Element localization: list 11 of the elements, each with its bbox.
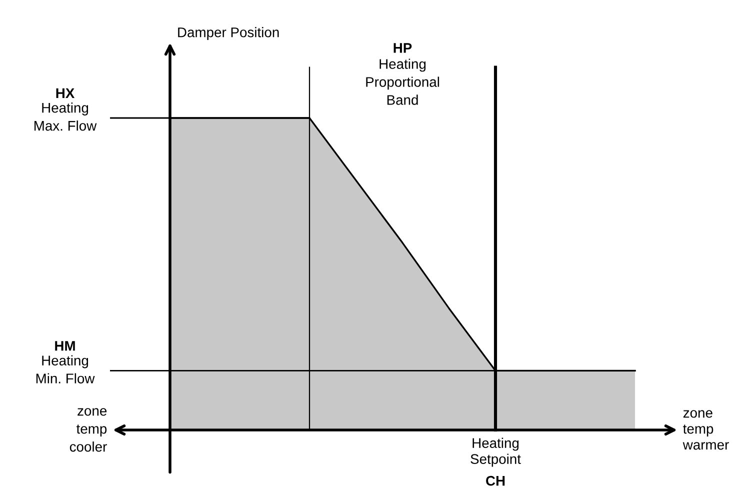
- text: HX: [56, 88, 75, 98]
- text: HP: [394, 43, 412, 53]
- text: Heating Setpoint: [470, 438, 521, 467]
- text: CH: [486, 476, 505, 486]
- text: Heating Proportional Band: [366, 58, 440, 105]
- text: zone temp cooler: [70, 408, 107, 452]
- text: Damper Position: [178, 27, 279, 40]
- text: HM: [55, 341, 75, 351]
- ref-line-label: Heating Max. Flow: [34, 102, 97, 131]
- x-axis-title: zone temp warmer: [682, 410, 729, 450]
- ref-line-label: Heating Min. Flow: [36, 355, 95, 384]
